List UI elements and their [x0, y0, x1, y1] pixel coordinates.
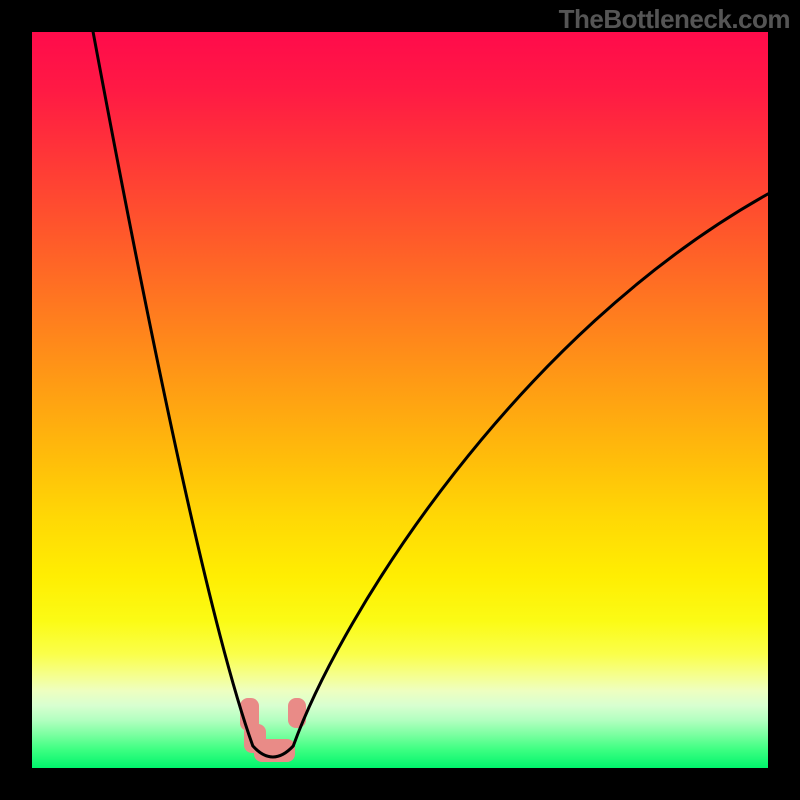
chart-container: TheBottleneck.com — [0, 0, 800, 800]
bottleneck-curve — [93, 32, 768, 757]
curve-overlay — [32, 32, 768, 768]
plot-area — [32, 32, 768, 768]
watermark-text: TheBottleneck.com — [559, 4, 790, 35]
